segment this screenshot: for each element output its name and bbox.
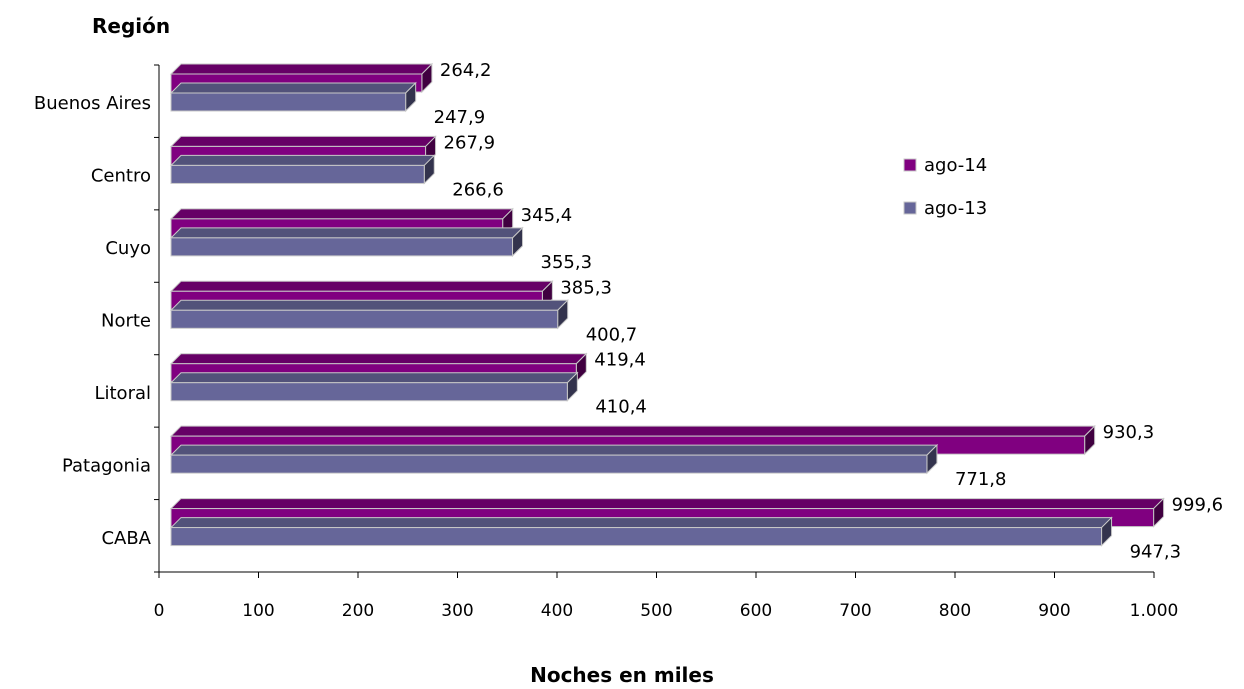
category-label: Patagonia: [62, 455, 151, 476]
data-label-ago-14: 999,6: [1172, 495, 1224, 516]
category-label: Cuyo: [105, 238, 151, 259]
x-tick-label: 200: [342, 601, 374, 621]
x-tick-label: 500: [640, 601, 672, 621]
legend-swatch-ago-13: [904, 202, 916, 214]
bar-ago-13: [171, 83, 416, 111]
x-tick-label: 1.000: [1130, 601, 1179, 621]
data-label-ago-13: 410,4: [595, 397, 647, 418]
bar-ago-13: [171, 300, 568, 328]
data-label-ago-13: 947,3: [1130, 542, 1182, 563]
bar-ago-13: [171, 155, 434, 183]
category-label: Buenos Aires: [34, 93, 151, 114]
data-label-ago-13: 266,6: [452, 179, 504, 200]
x-tick-label: 100: [242, 601, 274, 621]
x-tick-label: 400: [541, 601, 573, 621]
category-label: Norte: [101, 311, 151, 332]
bar-ago-13: [171, 445, 937, 473]
bar-ago-13: [171, 373, 577, 401]
data-label-ago-13: 771,8: [955, 469, 1007, 490]
bar-ago-13: [171, 518, 1112, 546]
x-tick-label: 0: [154, 601, 165, 621]
category-label: Litoral: [94, 383, 151, 404]
data-label-ago-14: 385,3: [560, 277, 612, 298]
category-label: Centro: [91, 166, 151, 187]
data-label-ago-14: 345,4: [521, 205, 573, 226]
x-tick-label: 700: [839, 601, 871, 621]
data-label-ago-14: 267,9: [444, 132, 496, 153]
x-tick-label: 800: [939, 601, 971, 621]
x-tick-label: 300: [441, 601, 473, 621]
category-label: CABA: [101, 528, 151, 549]
data-label-ago-14: 419,4: [594, 350, 646, 371]
x-tick-label: 600: [740, 601, 772, 621]
legend-swatch-ago-14: [904, 159, 916, 171]
legend-label-ago-13: ago-13: [924, 198, 987, 219]
data-label-ago-14: 264,2: [440, 60, 492, 81]
data-label-ago-14: 930,3: [1103, 422, 1155, 443]
data-label-ago-13: 247,9: [434, 107, 486, 128]
data-label-ago-13: 355,3: [541, 252, 593, 273]
data-label-ago-13: 400,7: [586, 324, 638, 345]
bar-ago-13: [171, 228, 523, 256]
x-tick-label: 900: [1038, 601, 1070, 621]
legend-label-ago-14: ago-14: [924, 155, 987, 176]
